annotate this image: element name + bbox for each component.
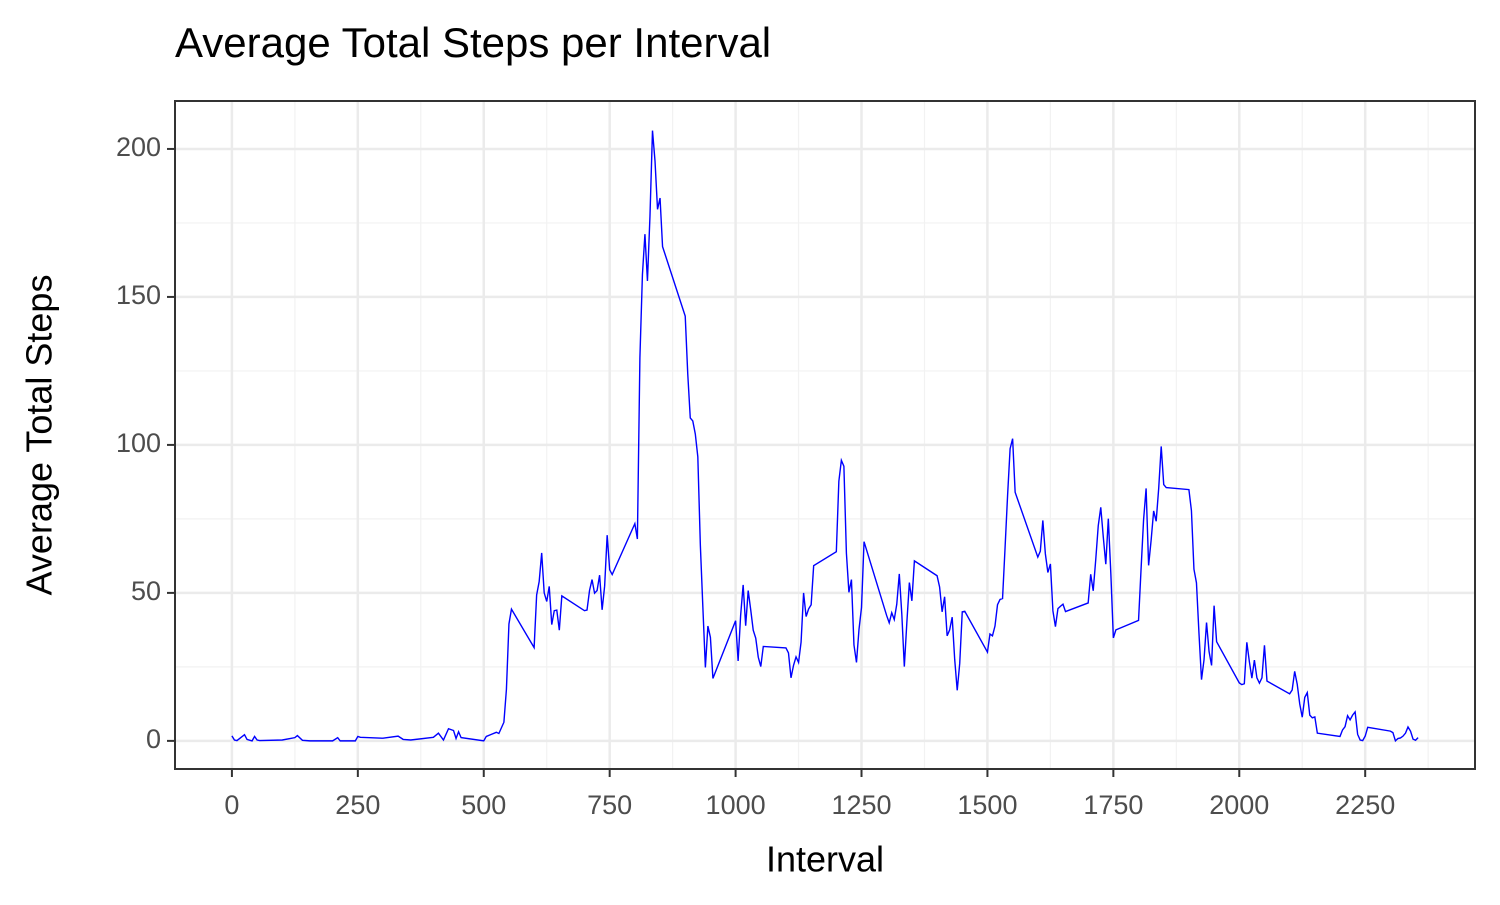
x-tick-label: 2000	[1209, 790, 1269, 820]
x-tick-label: 1750	[1083, 790, 1143, 820]
x-axis-label: Interval	[766, 839, 884, 880]
plot-border	[174, 100, 1476, 770]
x-tick-label: 1250	[831, 790, 891, 820]
x-tick-label: 500	[461, 790, 506, 820]
x-tick-label: 250	[335, 790, 380, 820]
y-tick-label: 50	[131, 576, 161, 606]
data-line	[231, 130, 1419, 743]
x-tick-label: 750	[587, 790, 632, 820]
x-tick-label: 0	[224, 790, 239, 820]
chart-title: Average Total Steps per Interval	[175, 19, 771, 66]
x-tick-label: 2250	[1335, 790, 1395, 820]
y-tick-label: 200	[116, 132, 161, 162]
y-tick-label: 100	[116, 428, 161, 458]
x-tick-label: 1000	[706, 790, 766, 820]
y-axis-label: Average Total Steps	[19, 275, 60, 596]
x-tick-label: 1500	[957, 790, 1017, 820]
y-tick-label: 0	[146, 724, 161, 754]
y-tick-label: 150	[116, 280, 161, 310]
